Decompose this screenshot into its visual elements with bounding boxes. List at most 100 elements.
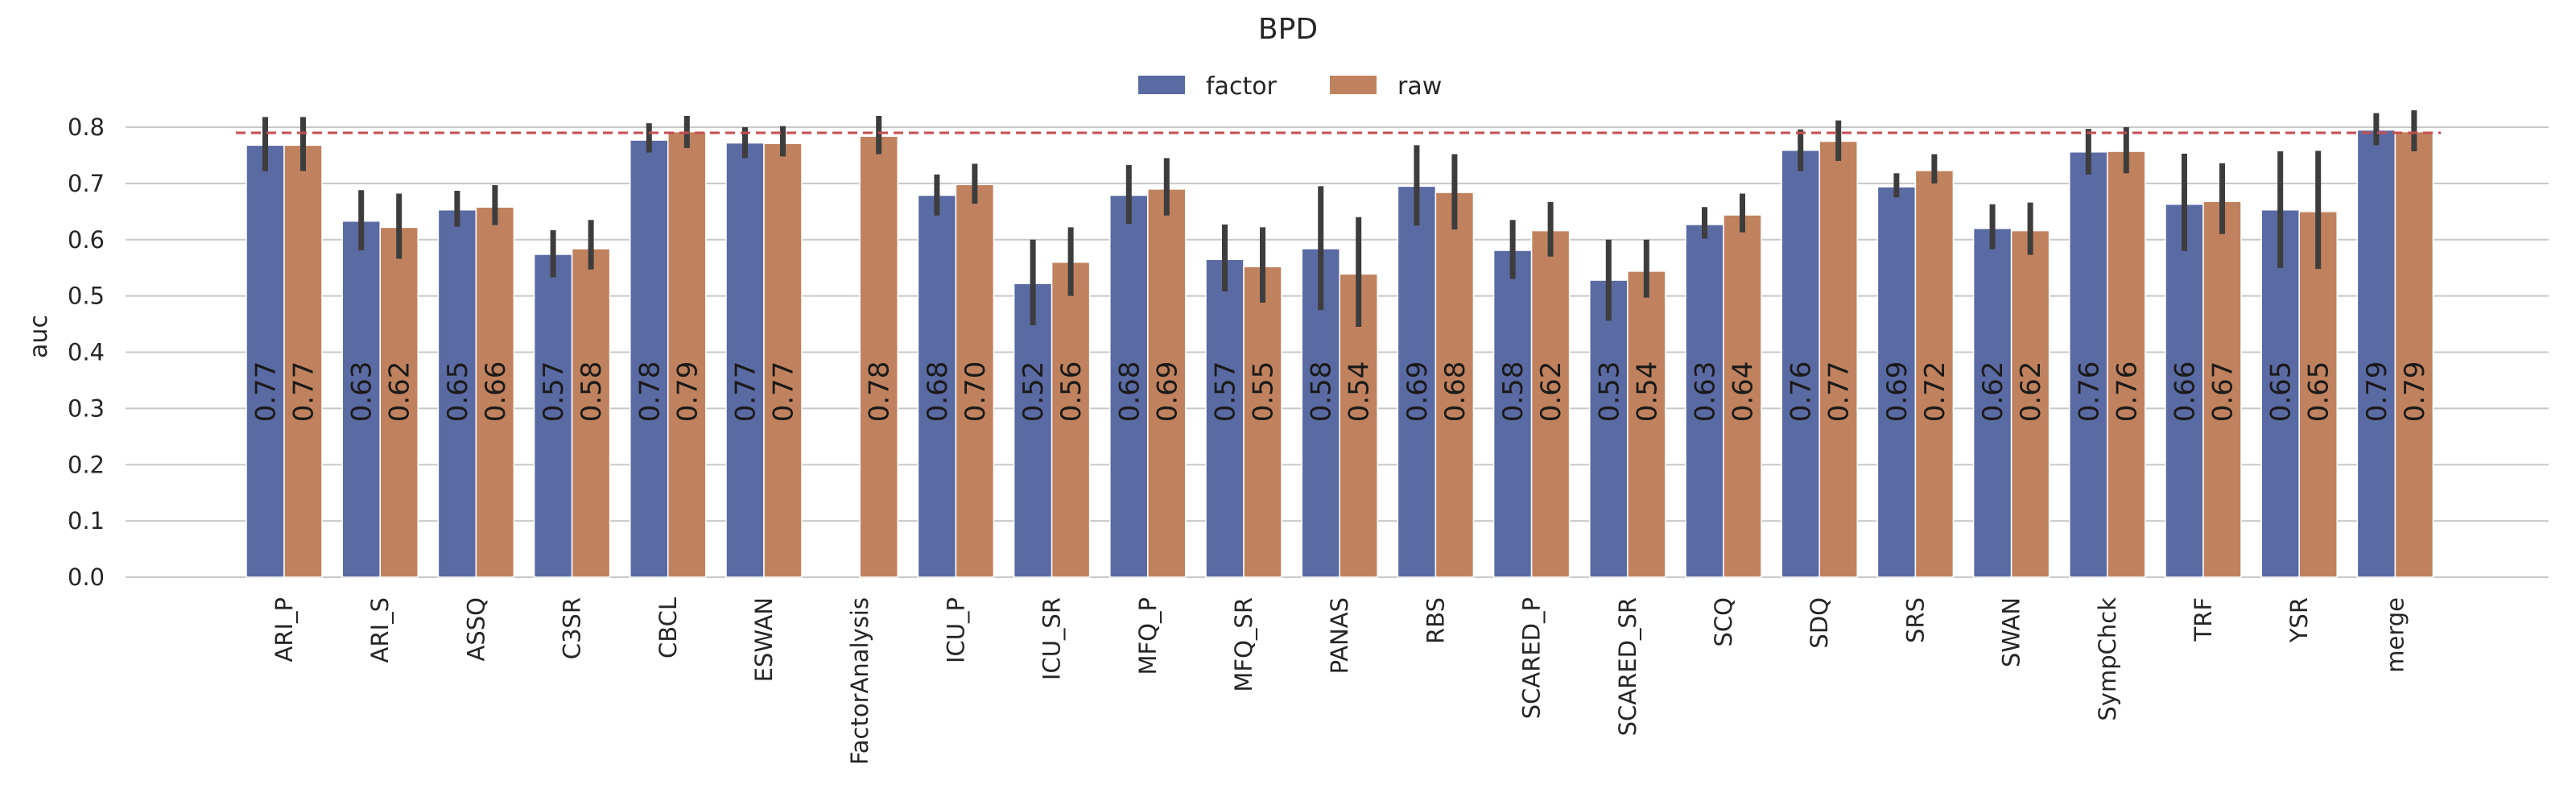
x-tick-label-TRF: TRF: [2190, 597, 2217, 642]
value-label-factor-ARI_P: 0.77: [250, 361, 283, 423]
y-tick-label: 0.5: [68, 283, 105, 310]
value-label-factor-ARI_S: 0.63: [346, 361, 378, 423]
bar-factor-YSR: [2260, 208, 2300, 578]
value-label-raw-merge: 0.79: [2399, 361, 2431, 423]
y-tick-label: 0.0: [68, 564, 105, 591]
bar-factor-ASSQ: [437, 208, 477, 578]
value-label-raw-ASSQ: 0.66: [480, 361, 512, 423]
legend-swatch-factor: [1138, 76, 1185, 94]
x-tick-label-CBCL: CBCL: [654, 597, 682, 658]
value-label-factor-ASSQ: 0.65: [442, 361, 474, 423]
x-tick-label-ASSQ: ASSQ: [462, 597, 489, 661]
bar-raw-YSR: [2298, 211, 2338, 578]
bar-raw-ARI_P: [283, 144, 323, 578]
value-label-factor-PANAS: 0.58: [1306, 361, 1338, 423]
value-label-factor-RBS: 0.69: [1402, 361, 1434, 423]
y-axis-label: auc: [25, 315, 53, 358]
value-label-raw-ICU_P: 0.70: [960, 361, 992, 423]
value-label-raw-SWAN: 0.62: [2015, 361, 2047, 423]
value-label-factor-YSR: 0.65: [2265, 361, 2297, 423]
y-axis-ticks: 0.0 0.1 0.2 0.3 0.4 0.5 0.6 0.7 0.8: [68, 114, 105, 591]
bar-raw-CBCL: [667, 130, 707, 578]
value-label-factor-ESWAN: 0.77: [730, 361, 762, 423]
value-label-factor-SRS: 0.69: [1881, 361, 1913, 423]
bar-raw-RBS: [1435, 192, 1475, 578]
value-label-factor-SDQ: 0.76: [1785, 361, 1818, 423]
bar-raw-ESWAN: [763, 142, 803, 578]
legend-label-factor: factor: [1206, 72, 1278, 101]
bar-raw-ARI_S: [379, 226, 419, 578]
y-tick-label: 0.3: [68, 394, 105, 422]
y-tick-label: 0.7: [68, 170, 105, 197]
value-label-raw-MFQ_SR: 0.55: [1248, 361, 1280, 423]
value-label-raw-FactorAnalysis: 0.78: [864, 361, 896, 423]
bar-factor-SDQ: [1781, 149, 1820, 578]
value-label-factor-ICU_P: 0.68: [922, 361, 954, 423]
x-tick-label-RBS: RBS: [1422, 597, 1449, 644]
x-tick-label-ICU_SR: ICU_SR: [1038, 597, 1066, 680]
bar-raw-SRS: [1914, 170, 1955, 578]
bar-factor-ICU_SR: [1013, 283, 1053, 578]
value-label-raw-SympChck: 0.76: [2111, 361, 2143, 423]
value-label-raw-SCARED_P: 0.62: [1535, 361, 1567, 423]
x-tick-label-SCQ: SCQ: [1710, 597, 1737, 646]
value-label-raw-CBCL: 0.79: [671, 361, 704, 423]
chart-title: BPD: [1258, 13, 1318, 46]
legend-swatch-raw: [1330, 76, 1377, 94]
bar-raw-SWAN: [2010, 229, 2050, 578]
legend: factor raw: [1138, 72, 1442, 101]
bar-raw-merge: [2394, 130, 2434, 578]
value-label-raw-ARI_S: 0.62: [384, 361, 416, 423]
x-tick-label-MFQ_SR: MFQ_SR: [1230, 597, 1257, 692]
bar-raw-SCARED_SR: [1627, 270, 1666, 578]
x-tick-label-SympChck: SympChck: [2094, 597, 2121, 721]
bar-factor-SWAN: [1972, 228, 2013, 578]
y-tick-label: 0.2: [68, 451, 105, 478]
x-tick-label-ESWAN: ESWAN: [750, 597, 778, 682]
bar-factor-merge: [2356, 129, 2396, 578]
value-label-factor-merge: 0.79: [2361, 361, 2393, 423]
x-tick-label-PANAS: PANAS: [1326, 597, 1353, 674]
bar-raw-SCARED_P: [1530, 229, 1571, 578]
value-label-factor-ICU_SR: 0.52: [1018, 361, 1050, 423]
x-axis-ticks: ARI_P ARI_S ASSQ C3SR CBCL ESWAN FactorAnalysi…: [270, 597, 2409, 765]
value-label-raw-TRF: 0.67: [2207, 361, 2240, 423]
bar-factor-ESWAN: [725, 142, 765, 578]
x-tick-label-ICU_P: ICU_P: [942, 597, 969, 663]
value-label-factor-SympChck: 0.76: [2073, 361, 2105, 423]
x-tick-label-ARI_S: ARI_S: [366, 597, 394, 663]
value-label-factor-SWAN: 0.62: [1977, 361, 2009, 423]
bar-factor-SRS: [1876, 186, 1917, 578]
x-tick-label-SDQ: SDQ: [1806, 597, 1833, 649]
value-label-raw-RBS: 0.68: [1439, 361, 1472, 423]
value-label-factor-C3SR: 0.57: [538, 361, 570, 423]
value-labels: 0.77 0.77 0.63 0.62 0.65 0.66 0.57 0.58 0.78 0.79…: [250, 361, 2431, 423]
bar-raw-SDQ: [1818, 140, 1858, 578]
x-tick-label-ARI_P: ARI_P: [270, 597, 298, 663]
bars: [246, 129, 2434, 578]
x-tick-label-SCARED_SR: SCARED_SR: [1614, 597, 1641, 736]
y-tick-label: 0.4: [68, 339, 105, 366]
value-label-factor-MFQ_P: 0.68: [1113, 361, 1146, 423]
value-label-raw-SCQ: 0.64: [1728, 361, 1760, 423]
error-bars: [262, 110, 2417, 328]
y-tick-label: 0.8: [68, 114, 105, 141]
x-tick-label-YSR: YSR: [2285, 597, 2313, 643]
x-tick-label-C3SR: C3SR: [559, 597, 586, 659]
legend-label-raw: raw: [1397, 72, 1442, 101]
x-tick-label-MFQ_P: MFQ_P: [1134, 597, 1162, 675]
bar-raw-SCQ: [1723, 214, 1762, 578]
y-tick-label: 0.1: [68, 507, 105, 535]
bar-factor-TRF: [2165, 203, 2204, 578]
value-label-factor-SCARED_P: 0.58: [1497, 361, 1530, 423]
bar-raw-MFQ_SR: [1243, 266, 1282, 578]
bar-raw-ASSQ: [475, 206, 515, 578]
x-tick-label-SCARED_P: SCARED_P: [1518, 597, 1546, 719]
value-label-raw-SCARED_SR: 0.54: [1631, 361, 1663, 423]
bar-factor-SCARED_SR: [1589, 279, 1629, 578]
x-tick-label-FactorAnalysis: FactorAnalysis: [846, 597, 873, 765]
value-label-raw-MFQ_P: 0.69: [1151, 361, 1183, 423]
bar-raw-FactorAnalysis: [859, 135, 898, 578]
